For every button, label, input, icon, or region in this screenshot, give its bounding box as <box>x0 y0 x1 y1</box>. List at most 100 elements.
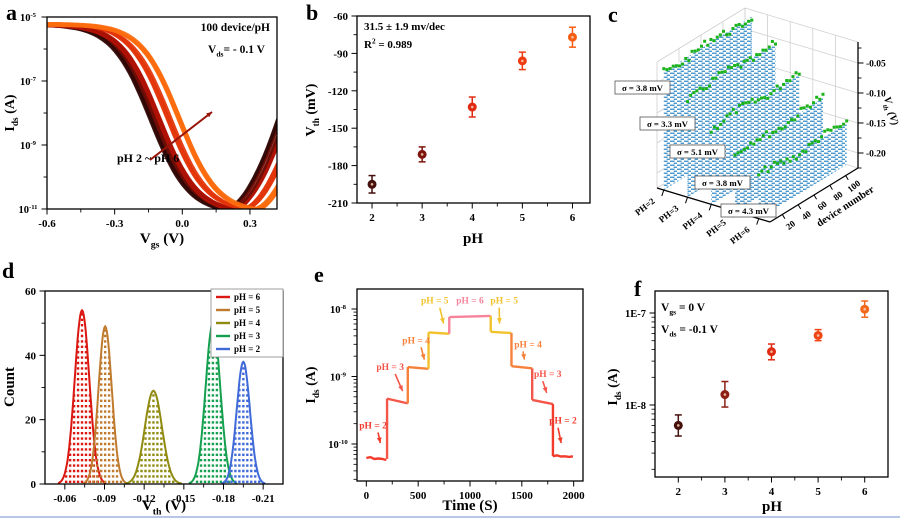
vth-marker <box>736 151 740 155</box>
text-label: 4 <box>769 486 775 498</box>
text-label: σ = 3.8 mV <box>622 83 664 93</box>
vth-marker <box>777 126 781 130</box>
data-point-center <box>816 334 820 337</box>
ph-step-label: pH = 5 <box>490 297 518 307</box>
vth-marker <box>665 68 669 72</box>
text-label: pH <box>762 499 782 515</box>
vth-marker <box>782 82 786 86</box>
vth-marker <box>716 127 720 131</box>
text-label: 10-11 <box>18 204 38 216</box>
vth-marker <box>807 143 811 147</box>
text-label: 6 <box>570 212 576 224</box>
vth-marker <box>733 153 737 157</box>
text-label: R2 = 0.989 <box>364 38 413 51</box>
vth-marker <box>725 33 729 37</box>
text-label: pH 2 ~ pH 6 <box>117 151 179 165</box>
panel-c-3d-waterfall-chart: -0.20 -0.15 -0.10 -0.05 PH=2 PH=3 PH=4 PH=5 PH=6… <box>614 7 900 246</box>
text-label: 10-9 <box>330 372 347 384</box>
vth-marker <box>719 122 723 126</box>
vth-marker <box>725 114 729 118</box>
vth-marker <box>820 135 824 139</box>
ph-step-label: pH = 2 <box>359 421 387 431</box>
vth-marker <box>695 89 699 93</box>
text-label: σ = 5.1 mV <box>677 147 719 157</box>
arrow-head <box>376 437 382 444</box>
text-label: PH=4 <box>681 210 705 232</box>
text-label: 2 <box>676 486 682 498</box>
vth-marker <box>760 169 764 173</box>
tick-line <box>781 214 786 219</box>
text-label: 500 <box>410 490 427 502</box>
text-label: -0.10 <box>866 90 886 100</box>
vth-marker <box>721 29 725 33</box>
data-point-center <box>770 350 773 353</box>
panel-label-c: c <box>608 2 618 27</box>
text-label: Vth (mV) <box>304 83 321 136</box>
vth-marker <box>755 138 759 142</box>
vth-marker <box>704 87 708 91</box>
panel-f-ids-vs-ph-chart: 2 3 4 5 6 1E-7 1E-8 Vgs = 0 V Vds = -0.1 V pH Ids … <box>606 290 889 515</box>
ph-step-label: pH = 6 <box>456 297 484 307</box>
tick-line <box>756 218 760 225</box>
text-label: 10-9 <box>20 140 37 152</box>
vth-marker <box>790 118 794 122</box>
vth-marker <box>741 101 745 105</box>
step-plateau <box>386 397 409 405</box>
vth-marker <box>747 19 751 23</box>
vth-marker <box>788 159 792 163</box>
vth-marker <box>662 67 666 71</box>
vth-marker <box>744 101 748 105</box>
grid-line <box>744 7 859 43</box>
step-plateau <box>490 330 512 335</box>
data-point-center <box>470 105 474 109</box>
text-label: Vds = -0.1 V <box>661 324 719 338</box>
vth-marker <box>715 35 719 39</box>
sigma-label-box <box>669 144 726 159</box>
text-label: PH=6 <box>728 224 752 246</box>
text-label: 3 <box>419 212 425 224</box>
vth-marker <box>785 157 789 161</box>
curtain-ph-6 <box>758 123 847 219</box>
step-plateau <box>407 365 429 371</box>
text-label: Vgs (V) <box>140 231 184 251</box>
text-label: 5 <box>520 212 526 224</box>
vth-marker <box>838 125 842 129</box>
vth-marker <box>794 157 798 161</box>
text-label: -0.3 <box>106 218 124 230</box>
vth-marker <box>798 153 802 157</box>
vth-marker <box>742 147 746 151</box>
step-plateau <box>511 365 533 370</box>
vth-marker <box>845 119 849 123</box>
ph-step-label: pH = 4 <box>402 336 430 346</box>
vth-marker <box>782 161 786 165</box>
vth-marker <box>764 48 768 52</box>
vth-marker <box>706 43 710 47</box>
panel-a-transfer-curves-chart: -0.6 -0.3 0.0 0.3 10-5 10-7 10-9 10-11 100 devic… <box>3 12 278 251</box>
text-label: -90 <box>333 48 348 60</box>
vth-marker <box>788 79 792 83</box>
text-label: 60 <box>816 199 830 213</box>
text-label: 0 <box>31 479 37 491</box>
legend-label: pH = 3 <box>234 331 261 341</box>
tick-line <box>685 197 688 204</box>
text-label: 31.5 ± 1.9 mv/dec <box>364 21 445 33</box>
vth-marker <box>690 49 694 53</box>
arrow-head <box>398 385 403 392</box>
text-label: Vth (V) <box>142 498 186 518</box>
ph-step-label: pH = 5 <box>421 297 449 307</box>
vth-marker <box>829 128 833 132</box>
vth-marker <box>771 131 775 135</box>
vth-marker <box>750 18 754 22</box>
text-label: σ = 3.8 mV <box>702 178 744 188</box>
vth-marker <box>734 111 738 115</box>
vth-marker <box>717 71 721 75</box>
text-label: Time (S) <box>442 498 497 514</box>
text-label: -120 <box>328 86 349 98</box>
text-label: Ids (A) <box>3 94 20 131</box>
vth-marker <box>821 92 825 96</box>
text-label: 3 <box>722 486 728 498</box>
vth-marker <box>720 70 724 74</box>
vth-marker <box>783 125 787 129</box>
text-label: -0.09 <box>93 493 116 505</box>
